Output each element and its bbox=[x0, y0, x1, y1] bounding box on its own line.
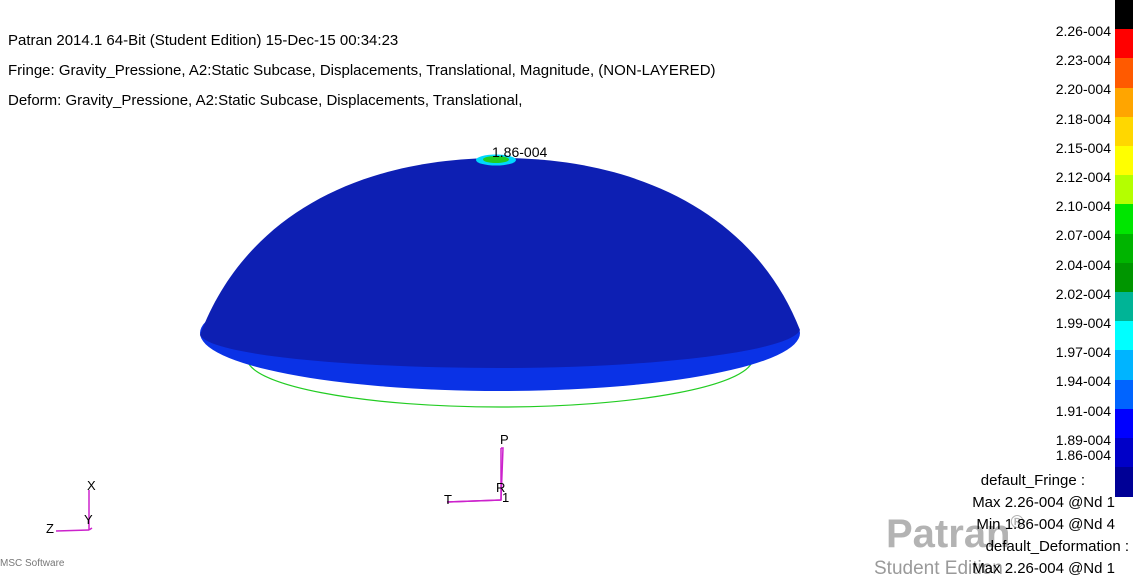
local-triad bbox=[446, 447, 504, 503]
global-axis-y bbox=[88, 527, 93, 531]
deform-max: Max 2.26-004 @Nd 1 bbox=[972, 560, 1115, 577]
patran-logo: Patran® bbox=[886, 512, 1024, 557]
legend-value-label: 2.26-004 bbox=[1055, 23, 1111, 39]
local-axis-t-label: T bbox=[444, 492, 452, 507]
local-axis-one-label: 1 bbox=[502, 490, 510, 505]
legend-color-swatch bbox=[1115, 379, 1133, 410]
student-edition-text: Student Edition bbox=[874, 558, 1003, 579]
legend-value-label: 1.91-004 bbox=[1055, 402, 1111, 419]
patran-logo-brand: Patran bbox=[886, 512, 1011, 556]
legend-value-label: 2.02-004 bbox=[1055, 285, 1111, 302]
legend-value-label: 2.20-004 bbox=[1055, 81, 1111, 98]
local-axis-t bbox=[446, 499, 502, 503]
legend-value-label: 1.89-004 bbox=[1055, 431, 1111, 448]
fringe-title: default_Fringe : bbox=[980, 472, 1085, 489]
legend-color-swatch bbox=[1115, 350, 1133, 381]
legend-color-swatch bbox=[1115, 116, 1133, 147]
legend-color-swatch bbox=[1115, 233, 1133, 264]
legend-value-label: 2.18-004 bbox=[1055, 110, 1111, 127]
registered-mark: ® bbox=[1010, 512, 1024, 532]
legend-color-swatch bbox=[1115, 146, 1133, 176]
legend-color-swatch bbox=[1115, 262, 1133, 293]
global-axis-y-label: Y bbox=[84, 512, 93, 527]
legend-color-swatch bbox=[1115, 29, 1133, 59]
legend-color-swatch bbox=[1115, 87, 1133, 118]
legend-color-swatch bbox=[1115, 58, 1133, 89]
global-axis-z bbox=[55, 529, 90, 532]
msc-software-logo: MSC Software bbox=[0, 558, 65, 569]
global-axis-z-label: Z bbox=[46, 521, 54, 536]
fringe-min: Min 1.86-004 @Nd 4 bbox=[976, 516, 1115, 533]
legend-color-swatch bbox=[1115, 467, 1133, 497]
local-axis-p-label: P bbox=[500, 432, 509, 447]
dome-shell bbox=[200, 158, 800, 368]
legend-color-swatch bbox=[1115, 321, 1133, 351]
legend-value-label: 1.94-004 bbox=[1055, 373, 1111, 390]
legend-value-label: 1.99-004 bbox=[1055, 315, 1111, 331]
legend-value-label: 2.10-004 bbox=[1055, 198, 1111, 215]
legend-value-label: 2.07-004 bbox=[1055, 227, 1111, 244]
peak-value-label: 1.86-004 bbox=[492, 144, 547, 160]
legend-value-label: 2.12-004 bbox=[1055, 169, 1111, 185]
legend-color-swatch bbox=[1115, 408, 1133, 439]
legend-value-label: 2.23-004 bbox=[1055, 52, 1111, 69]
legend-value-label: 2.04-004 bbox=[1055, 256, 1111, 273]
legend-color-swatch bbox=[1115, 204, 1133, 235]
fringe-max: Max 2.26-004 @Nd 1 bbox=[972, 494, 1115, 511]
legend-color-swatch bbox=[1115, 175, 1133, 205]
deform-title: default_Deformation : bbox=[985, 538, 1129, 555]
apex-fringe-inner bbox=[483, 156, 509, 163]
title-line: Patran 2014.1 64-Bit (Student Edition) 1… bbox=[8, 32, 399, 49]
deform-description: Deform: Gravity_Pressione, A2:Static Sub… bbox=[8, 92, 523, 109]
fringe-description: Fringe: Gravity_Pressione, A2:Static Sub… bbox=[8, 62, 716, 79]
legend-value-label: 1.97-004 bbox=[1055, 344, 1111, 361]
legend-color-swatch bbox=[1115, 292, 1133, 322]
legend-value-label: 1.86-004 bbox=[1055, 447, 1111, 463]
legend-value-label: 2.15-004 bbox=[1055, 139, 1111, 156]
local-axis-r-label: R bbox=[496, 480, 506, 495]
legend-color-swatch bbox=[1115, 0, 1133, 30]
legend-color-swatch bbox=[1115, 438, 1133, 468]
global-axis-x-label: X bbox=[87, 478, 96, 493]
